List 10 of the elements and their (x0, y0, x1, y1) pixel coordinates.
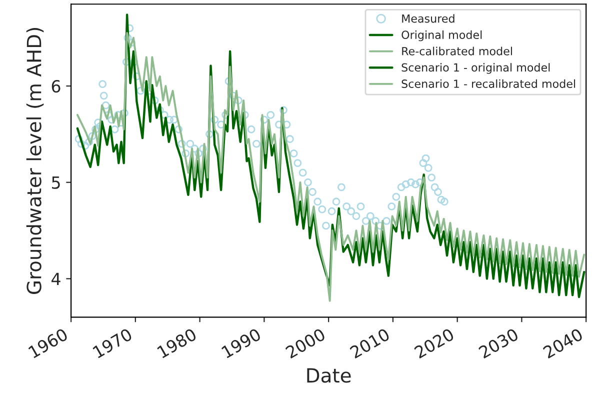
x-axis-title: Date (307, 368, 351, 383)
y-axis-title: Groundwater level (m AHD) (26, 28, 44, 294)
y-tick-label: 4 (52, 272, 60, 286)
legend-label: Re-calibrated model (402, 46, 512, 56)
y-tick-label: 6 (52, 80, 60, 93)
legend-label: Scenario 1 - original model (402, 63, 550, 74)
legend-label: Original model (402, 30, 482, 42)
legend-label: Measured (402, 14, 454, 23)
legend-label: Scenario 1 - recalibrated model (402, 79, 576, 88)
y-tick-label: 5 (52, 176, 60, 189)
